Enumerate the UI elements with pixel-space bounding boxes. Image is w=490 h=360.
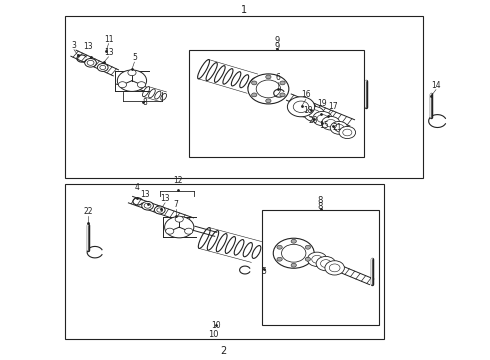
Circle shape bbox=[280, 93, 285, 97]
Text: 12: 12 bbox=[173, 176, 182, 185]
Text: 17: 17 bbox=[328, 102, 338, 111]
Text: 9: 9 bbox=[274, 36, 279, 45]
Text: 13: 13 bbox=[83, 42, 93, 51]
Circle shape bbox=[288, 97, 315, 117]
Text: 8: 8 bbox=[318, 196, 323, 205]
Circle shape bbox=[291, 239, 296, 243]
Circle shape bbox=[273, 238, 314, 268]
Bar bbox=[65, 184, 384, 339]
Circle shape bbox=[277, 257, 282, 261]
Text: 4: 4 bbox=[134, 183, 139, 192]
Circle shape bbox=[313, 111, 332, 126]
Text: 22: 22 bbox=[83, 207, 93, 216]
Text: 9: 9 bbox=[274, 41, 279, 50]
Text: 20: 20 bbox=[309, 116, 318, 125]
Text: 8: 8 bbox=[143, 99, 147, 108]
Circle shape bbox=[325, 261, 344, 275]
Text: 19: 19 bbox=[317, 99, 327, 108]
Circle shape bbox=[339, 126, 356, 139]
Text: 15: 15 bbox=[319, 121, 329, 130]
Text: 10: 10 bbox=[211, 321, 220, 330]
Circle shape bbox=[295, 102, 317, 117]
Text: 13: 13 bbox=[104, 48, 113, 57]
Text: 2: 2 bbox=[220, 346, 226, 356]
Circle shape bbox=[305, 257, 311, 261]
Text: 3: 3 bbox=[72, 41, 76, 50]
Circle shape bbox=[305, 245, 311, 249]
Circle shape bbox=[185, 228, 193, 234]
Circle shape bbox=[304, 107, 324, 121]
Text: 10: 10 bbox=[208, 330, 219, 339]
Bar bbox=[65, 16, 423, 178]
Bar bbox=[189, 50, 365, 157]
Circle shape bbox=[119, 82, 126, 88]
Circle shape bbox=[266, 99, 271, 103]
Text: 16: 16 bbox=[301, 90, 311, 99]
Circle shape bbox=[266, 75, 271, 79]
Text: 6: 6 bbox=[276, 73, 281, 82]
Circle shape bbox=[291, 263, 296, 267]
Circle shape bbox=[98, 64, 108, 71]
Circle shape bbox=[248, 74, 289, 104]
Text: 8: 8 bbox=[318, 202, 323, 211]
Circle shape bbox=[330, 121, 348, 134]
Text: 7: 7 bbox=[173, 200, 178, 209]
Bar bbox=[262, 210, 379, 325]
Circle shape bbox=[251, 81, 257, 85]
Text: 5: 5 bbox=[261, 267, 266, 276]
Text: 18: 18 bbox=[304, 106, 313, 115]
Circle shape bbox=[128, 69, 136, 76]
Circle shape bbox=[154, 206, 165, 214]
Circle shape bbox=[280, 81, 285, 85]
Circle shape bbox=[277, 245, 282, 249]
Circle shape bbox=[175, 216, 183, 222]
Text: 5: 5 bbox=[132, 53, 137, 62]
Text: 14: 14 bbox=[431, 81, 441, 90]
Circle shape bbox=[142, 202, 153, 210]
Circle shape bbox=[251, 93, 257, 97]
Circle shape bbox=[316, 256, 336, 271]
Circle shape bbox=[321, 116, 340, 130]
Circle shape bbox=[165, 216, 194, 238]
Circle shape bbox=[85, 59, 97, 67]
Circle shape bbox=[137, 82, 146, 88]
Text: 21: 21 bbox=[333, 123, 343, 132]
Circle shape bbox=[117, 70, 147, 91]
Text: 13: 13 bbox=[140, 190, 150, 199]
Text: 11: 11 bbox=[104, 35, 113, 44]
Circle shape bbox=[307, 252, 327, 266]
Circle shape bbox=[166, 228, 174, 234]
Text: 1: 1 bbox=[241, 5, 246, 15]
Text: 13: 13 bbox=[160, 194, 170, 203]
